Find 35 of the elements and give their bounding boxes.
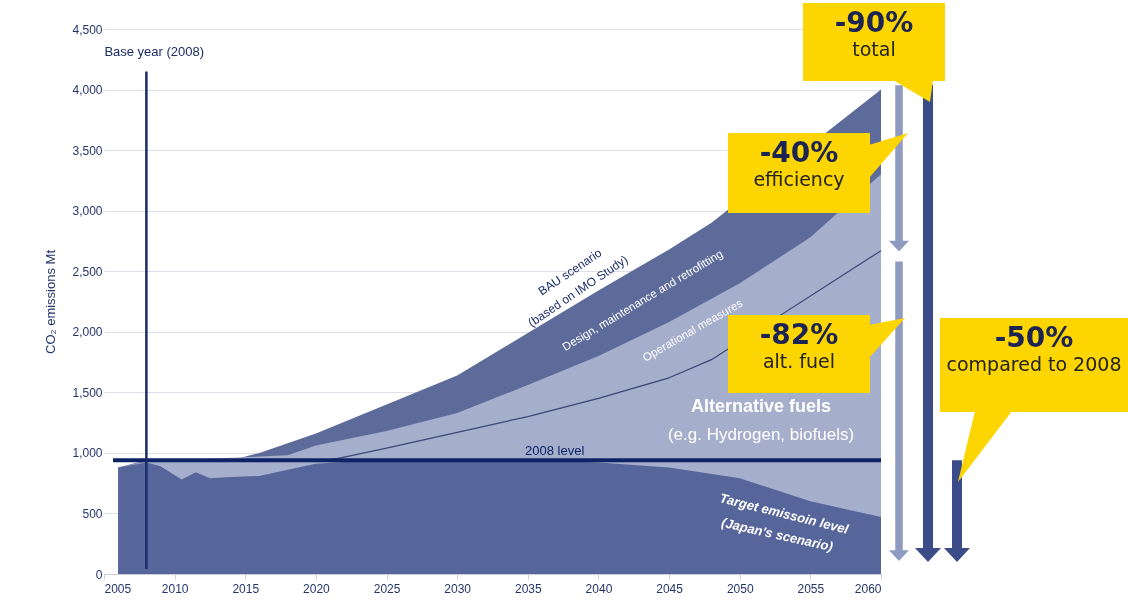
y-tick-label: 0 xyxy=(95,567,103,582)
y-tick-label: 4,000 xyxy=(72,83,103,98)
annotation: Alternative fuels xyxy=(690,396,832,416)
annotation: efficiency xyxy=(752,168,846,190)
annotation: -40% xyxy=(758,136,840,169)
annotation: -82% xyxy=(759,318,839,351)
text: -50% xyxy=(993,321,1075,354)
annotation: (e.g. Hydrogen, biofuels) xyxy=(667,425,855,444)
y-tick-label: 500 xyxy=(82,506,103,521)
y-tick-label: 3,000 xyxy=(72,204,103,219)
text: compared to 2008 xyxy=(945,353,1123,375)
x-tick-label: 2010 xyxy=(161,581,189,596)
x-tick-label: 2050 xyxy=(726,581,754,596)
y-tick-label: 3,500 xyxy=(72,143,103,158)
y-tick-label: 1,500 xyxy=(72,385,103,400)
x-tick-label: 2055 xyxy=(797,581,825,596)
ref-line-label: Base year (2008) xyxy=(104,43,205,59)
x-tick-label: 2025 xyxy=(373,581,401,596)
y-axis-title: CO₂ emissions Mt xyxy=(43,249,59,355)
y-tick-label: 1,000 xyxy=(72,446,103,461)
x-tick-label: 2020 xyxy=(303,581,331,596)
annotation: alt. fuel xyxy=(762,350,836,372)
x-tick-label: 2005 xyxy=(104,581,132,596)
x-tick-label: 2060 xyxy=(854,581,882,596)
y-tick-label: 4,500 xyxy=(72,22,103,37)
ref-line-label: 2008 level xyxy=(525,443,585,459)
annotation: total xyxy=(851,38,897,60)
x-tick-label: 2045 xyxy=(656,581,684,596)
x-tick-label: 2015 xyxy=(232,581,260,596)
x-tick-label: 2040 xyxy=(585,581,613,596)
y-tick-label: 2,500 xyxy=(72,264,103,279)
x-tick-label: 2035 xyxy=(514,581,542,596)
annotation: -90% xyxy=(833,6,915,39)
y-tick-label: 2,000 xyxy=(72,325,103,340)
x-tick-label: 2030 xyxy=(444,581,472,596)
